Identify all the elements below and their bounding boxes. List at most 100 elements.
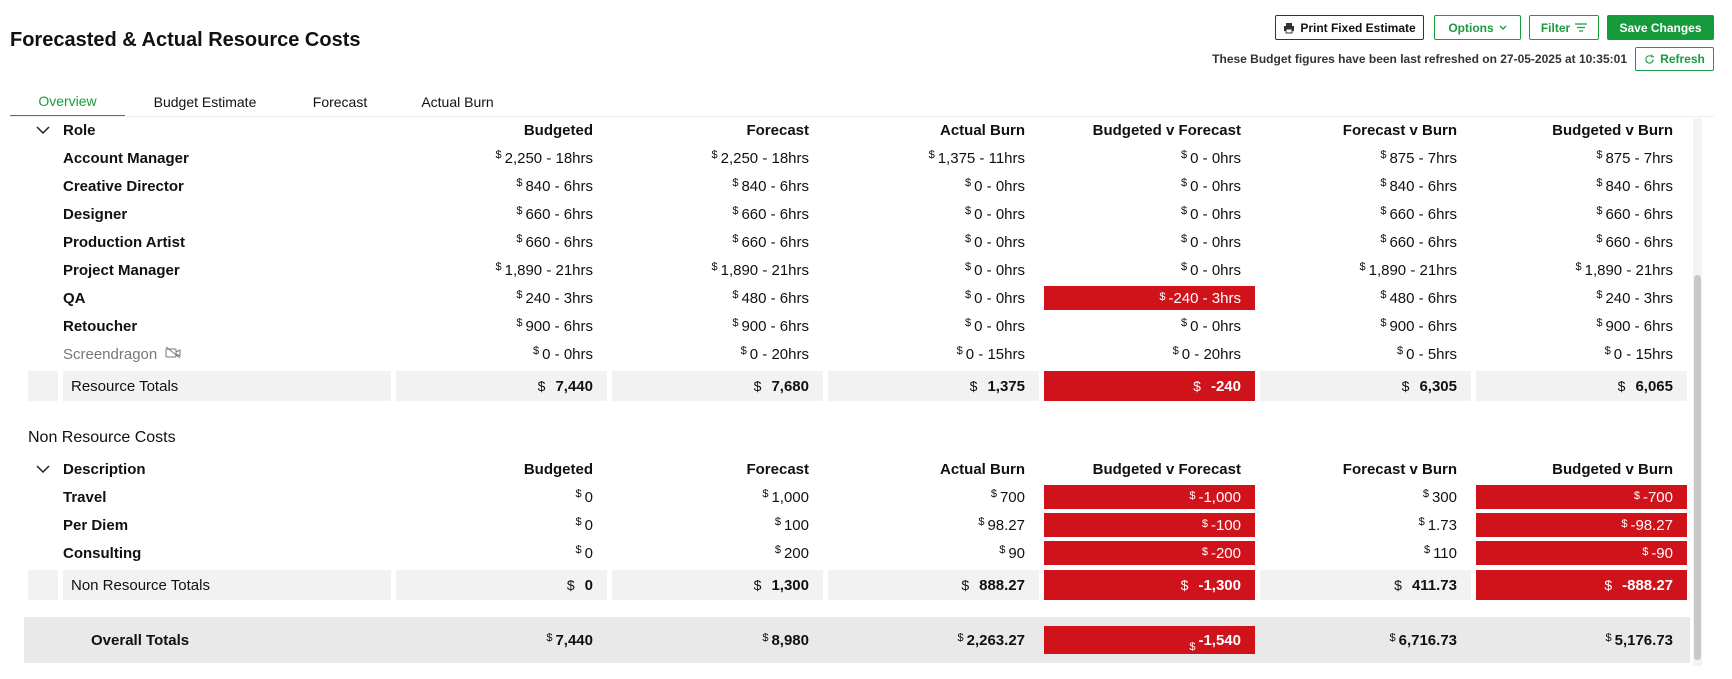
cell-value: 900 - 6hrs	[1605, 317, 1673, 335]
currency-symbol: $	[1181, 149, 1188, 161]
cell-value: 875 - 7hrs	[1389, 149, 1457, 167]
row-label-text: Travel	[63, 488, 107, 506]
row-label: Per Diem	[63, 511, 391, 539]
row-label: QA	[63, 284, 391, 312]
data-cell: $0 - 15hrs	[828, 340, 1039, 368]
currency-symbol: $	[495, 261, 502, 273]
cell-value: -888.27	[1622, 576, 1673, 594]
data-cell: $ -700	[1476, 485, 1687, 509]
data-cell: $0 - 0hrs	[1044, 172, 1255, 200]
cell-value: 0 - 15hrs	[1613, 345, 1673, 363]
refresh-button[interactable]: Refresh	[1635, 47, 1714, 71]
data-cell: $660 - 6hrs	[396, 200, 607, 228]
currency-symbol: $	[1596, 317, 1603, 329]
data-cell: $900 - 6hrs	[1260, 312, 1471, 340]
tab[interactable]: Budget Estimate	[153, 93, 257, 110]
currency-symbol: $	[1181, 261, 1188, 273]
data-cell: $1,890 - 21hrs	[396, 256, 607, 284]
data-cell: $1,890 - 21hrs	[612, 256, 823, 284]
row-label-text: Account Manager	[63, 149, 189, 167]
row-label-text: QA	[63, 289, 86, 307]
cell-value: 1.73	[1427, 516, 1457, 534]
data-cell: $0 - 15hrs	[1476, 340, 1687, 368]
currency-symbol: $	[1201, 518, 1208, 530]
data-cell: $0 - 20hrs	[1044, 340, 1255, 368]
currency-symbol: $	[762, 632, 769, 644]
collapse-toggle[interactable]	[28, 116, 58, 144]
row-label: Retoucher	[63, 312, 391, 340]
tab[interactable]: Forecast	[312, 93, 368, 110]
scrollbar-thumb[interactable]	[1694, 275, 1701, 660]
data-cell: $1,000	[612, 483, 823, 511]
cell-value: 0 - 0hrs	[974, 261, 1025, 279]
collapse-toggle[interactable]	[28, 455, 58, 483]
row-spacer	[28, 256, 58, 284]
tab-divider	[10, 116, 1714, 117]
currency-symbol: $	[965, 289, 972, 301]
cell-value: 5,176.73	[1614, 631, 1673, 649]
currency-symbol: $	[1193, 378, 1201, 394]
currency-symbol: $	[533, 345, 540, 357]
cell-value: 300	[1431, 488, 1457, 506]
overall-spacer	[28, 617, 58, 663]
data-cell: $840 - 6hrs	[396, 172, 607, 200]
data-cell: $660 - 6hrs	[396, 228, 607, 256]
currency-symbol: $	[753, 378, 762, 394]
data-cell: $0 - 20hrs	[612, 340, 823, 368]
options-button[interactable]: Options	[1434, 15, 1521, 40]
row-label-text: Designer	[63, 205, 128, 223]
currency-symbol: $	[516, 289, 523, 301]
currency-symbol: $	[711, 261, 718, 273]
cell-value: 0	[584, 576, 593, 594]
options-label: Options	[1448, 20, 1494, 35]
currency-symbol: $	[1617, 378, 1626, 394]
data-cell: $100	[612, 511, 823, 539]
overall-totals-bg	[24, 617, 1690, 663]
cell-value: 1,375 - 11hrs	[937, 149, 1025, 167]
print-icon	[1284, 22, 1295, 33]
cell-value: 480 - 6hrs	[1389, 289, 1457, 307]
filter-button[interactable]: Filter	[1529, 15, 1599, 40]
inactive-icon	[165, 346, 181, 363]
currency-symbol: $	[1181, 233, 1188, 245]
tab-bar: Overview Budget Estimate Forecast Actual Bu…	[10, 86, 520, 117]
currency-symbol: $	[965, 317, 972, 329]
data-cell: $ -240 - 3hrs	[1044, 286, 1255, 310]
currency-symbol: $	[1596, 289, 1603, 301]
row-spacer	[28, 511, 58, 539]
data-cell: $900 - 6hrs	[612, 312, 823, 340]
currency-symbol: $	[732, 177, 739, 189]
totals-label: Resource Totals	[63, 371, 391, 401]
cell-value: 0 - 0hrs	[1190, 205, 1241, 223]
total-cell: $ -240	[1044, 371, 1255, 401]
cell-value: 888.27	[979, 576, 1025, 594]
tab[interactable]: Overview	[10, 86, 125, 117]
data-cell: $660 - 6hrs	[1260, 228, 1471, 256]
cell-value: 0 - 0hrs	[542, 345, 593, 363]
cell-value: 0 - 0hrs	[974, 177, 1025, 195]
cell-value: 840 - 6hrs	[525, 177, 593, 195]
print-button[interactable]: Print Fixed Estimate	[1275, 15, 1424, 40]
currency-symbol: $	[1181, 317, 1188, 329]
row-label-text: Per Diem	[63, 516, 129, 534]
save-button[interactable]: Save Changes	[1607, 15, 1714, 40]
refresh-icon	[1645, 53, 1655, 64]
row-spacer	[28, 200, 58, 228]
cell-value: 90	[1008, 544, 1025, 562]
currency-symbol: $	[1642, 546, 1649, 558]
tab[interactable]: Actual Burn	[421, 93, 494, 110]
cell-value: 0	[584, 516, 593, 534]
row-label-text: Project Manager	[63, 261, 180, 279]
total-cell: $ -1,300	[1044, 570, 1255, 600]
chevron-icon	[36, 126, 50, 134]
total-cell: $6,065	[1476, 371, 1687, 401]
data-cell: $110	[1260, 539, 1471, 567]
overall-cell: $2,263.27	[828, 617, 1039, 663]
cell-value: 100	[783, 516, 809, 534]
row-spacer	[28, 228, 58, 256]
row-label: Project Manager	[63, 256, 391, 284]
currency-symbol: $	[1380, 289, 1387, 301]
row-spacer	[28, 539, 58, 567]
caret-icon	[1499, 25, 1507, 30]
cell-value: 2,250 - 18hrs	[504, 149, 593, 167]
